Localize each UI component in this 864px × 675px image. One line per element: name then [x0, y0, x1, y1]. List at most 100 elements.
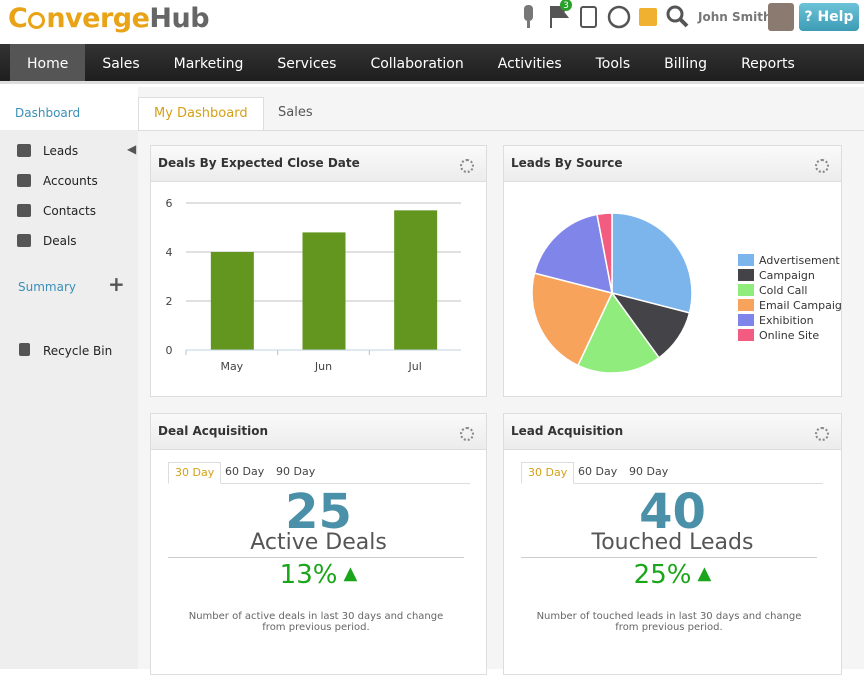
badge-bg — [560, 0, 572, 11]
add-summary[interactable]: + — [108, 272, 125, 296]
y-tick-label: 0 — [166, 344, 173, 357]
count-label: Touched Leads — [591, 530, 754, 555]
nav-item[interactable]: Billing — [664, 56, 708, 72]
nav-item[interactable]: Collaboration — [370, 56, 464, 72]
divider — [168, 557, 464, 558]
pie-slice — [576, 291, 661, 374]
logo-ring — [28, 12, 46, 29]
calendar-icon[interactable] — [639, 8, 657, 26]
nav-bar: Home Sales Marketing Services Collaboration A… — [0, 44, 864, 84]
help-button[interactable]: ? Help — [799, 3, 859, 31]
tab-line — [138, 130, 864, 131]
period-tab[interactable]: 30 Day — [521, 462, 575, 484]
legend-label: Advertisement — [759, 254, 840, 267]
sidebar-item[interactable]: Leads — [43, 144, 79, 158]
legend-swatch — [738, 269, 754, 281]
change-value: 13% — [279, 560, 338, 590]
nav-item[interactable]: Home — [10, 44, 86, 81]
help-label: Help — [817, 9, 854, 25]
x-tick-label: Jul — [408, 360, 422, 373]
nav-item[interactable]: Marketing — [173, 56, 244, 72]
note: Number of touched leads in last 30 days … — [536, 611, 802, 633]
y-tick-label: 2 — [166, 295, 173, 308]
x-tick-label: May — [220, 360, 243, 373]
nav-item[interactable]: Tools — [595, 56, 631, 72]
panel: Deal Acquisition 30 Day 60 Day 90 Day 25 Acti… — [150, 413, 487, 675]
task-icon[interactable] — [580, 6, 597, 28]
legend-swatch — [738, 329, 754, 341]
summary-link[interactable]: Summary — [18, 280, 76, 294]
panel: Deals By Expected Close Date 0 2 4 6 May Jun J… — [150, 145, 487, 397]
panel-title: Deals By Expected Close Date — [158, 156, 360, 170]
legend-label: Cold Call — [759, 284, 807, 297]
legend-label: Online Site — [759, 329, 819, 342]
search-icon[interactable] — [666, 5, 684, 23]
panel-title: Deal Acquisition — [158, 424, 269, 438]
sidebar-icon — [17, 174, 31, 187]
legend-swatch — [738, 314, 754, 326]
mic-icon[interactable] — [524, 5, 533, 21]
nav-item[interactable]: Services — [277, 56, 337, 72]
period-tab[interactable]: 60 Day — [578, 465, 618, 478]
change: 13% ▲ — [151, 560, 486, 590]
pie-chart: Advertisement Campaign Cold Call Email Camp… — [531, 212, 841, 374]
bar — [302, 232, 346, 350]
sidebar-item[interactable]: Deals — [43, 234, 77, 248]
count: 25 — [285, 484, 352, 540]
period-tabs: 30 Day 60 Day 90 Day — [168, 462, 470, 484]
mic-stand — [527, 21, 530, 28]
gear-icon[interactable] — [460, 159, 474, 173]
panel-title: Leads By Source — [511, 156, 623, 170]
pie-slice — [596, 212, 613, 294]
tab-sales[interactable]: Sales — [278, 105, 313, 120]
recycle-bin-link[interactable]: Recycle Bin — [43, 344, 113, 358]
up-arrow: ▲ — [343, 563, 358, 584]
bar-chart: 0 2 4 6 May Jun Jul — [166, 197, 461, 373]
period-tab[interactable]: 90 Day — [629, 465, 669, 478]
clock-icon[interactable] — [607, 5, 631, 29]
period-tab[interactable]: 90 Day — [276, 465, 316, 478]
header-icons: 3 — [524, 0, 689, 29]
sidebar-item[interactable]: Contacts — [43, 204, 96, 218]
pie-slice — [533, 213, 613, 295]
note: Number of active deals in last 30 days a… — [188, 611, 444, 633]
dashboard-link[interactable]: Dashboard — [15, 106, 81, 120]
sidebar: Dashboard Summary + Recycle Bin ◀ Leads A… — [0, 87, 138, 669]
tab-my-dashboard[interactable]: My Dashboard — [138, 97, 264, 130]
nav-item[interactable]: Reports — [741, 56, 795, 72]
sidebar-icon — [17, 234, 31, 247]
x-tick-label: Jun — [314, 360, 332, 373]
avatar[interactable] — [768, 3, 794, 31]
nav-item[interactable]: Sales — [102, 56, 140, 72]
period-tab[interactable]: 30 Day — [168, 462, 222, 484]
change: 25% ▲ — [504, 560, 841, 590]
gear-icon[interactable] — [815, 427, 829, 441]
gear-icon[interactable] — [815, 159, 829, 173]
count: 40 — [639, 484, 706, 540]
recycle-icon — [19, 343, 30, 356]
y-tick-label: 6 — [166, 197, 173, 210]
period-tab[interactable]: 60 Day — [225, 465, 265, 478]
collapse-arrow[interactable]: ◀ — [127, 142, 137, 156]
up-arrow: ▲ — [697, 563, 712, 584]
logo-hub: Hub — [149, 3, 210, 34]
nav-item[interactable]: Activities — [497, 56, 562, 72]
y-tick-label: 4 — [166, 246, 173, 259]
gear-icon[interactable] — [460, 427, 474, 441]
sidebar-item[interactable]: Accounts — [43, 174, 98, 188]
legend-label: Campaign — [759, 269, 815, 282]
panel-header: Deals By Expected Close Date — [151, 146, 486, 182]
panel: Lead Acquisition 30 Day 60 Day 90 Day 40 Touc… — [503, 413, 842, 675]
divider — [521, 557, 817, 558]
user-name[interactable]: John Smith — [698, 10, 772, 24]
legend-label: Exhibition — [759, 314, 814, 327]
panel-title: Lead Acquisition — [511, 424, 624, 438]
change-value: 25% — [633, 560, 692, 590]
logo-mid: nverge — [46, 3, 150, 34]
sidebar-top — [0, 87, 138, 130]
period-tabs: 30 Day 60 Day 90 Day — [521, 462, 823, 484]
legend-swatch — [738, 284, 754, 296]
pie-slice — [531, 272, 614, 367]
